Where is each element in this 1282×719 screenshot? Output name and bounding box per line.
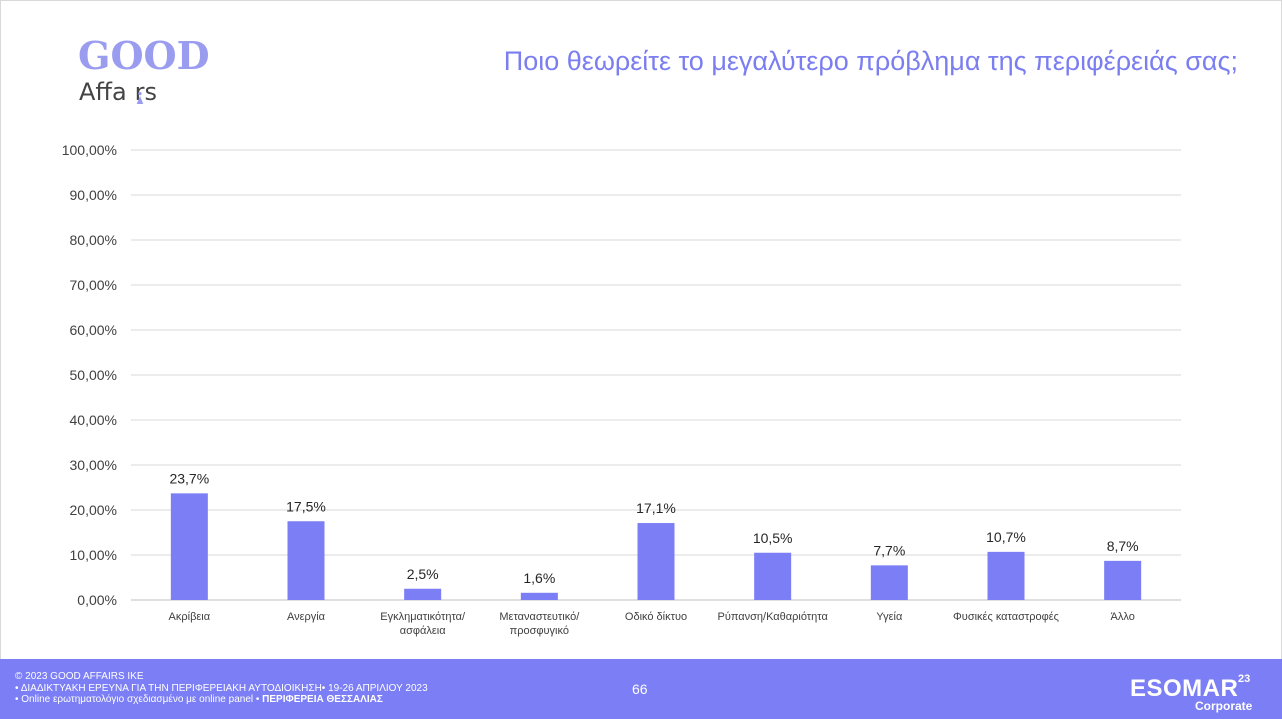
logo-good-text: GOOD (78, 33, 210, 78)
y-tick-label: 30,00% (70, 457, 117, 473)
y-tick-label: 10,00% (70, 547, 117, 563)
y-tick-label: 100,00% (62, 142, 117, 158)
data-label: 17,1% (636, 500, 676, 516)
category-label: Φυσικές καταστροφές (953, 611, 1059, 623)
logo-person-icon (136, 92, 144, 104)
y-tick-label: 60,00% (70, 322, 117, 338)
bar (520, 592, 558, 600)
bar (170, 493, 208, 600)
data-label: 23,7% (169, 470, 209, 486)
footer-info: © 2023 GOOD AFFAIRS IKE • ΔΙΑΔΙΚΤΥΑΚΗ ΕΡ… (15, 671, 428, 706)
footer-region: ΠΕΡΙΦΕΡΕΙΑ ΘΕΣΣΑΛΙΑΣ (262, 694, 383, 705)
bar (404, 588, 442, 600)
x-axis-category-labels: Ακρίβεια Ανεργία Εγκληματικότητα/ασφάλεια Μ… (169, 611, 1135, 637)
bar (870, 565, 908, 600)
bar (287, 521, 325, 600)
y-tick-label: 40,00% (70, 412, 117, 428)
footer-method-text: • Online ερωτηματολόγιο σχεδιασμένο με o… (15, 694, 260, 705)
y-tick-label: 80,00% (70, 232, 117, 248)
bar (987, 551, 1025, 600)
bar (637, 523, 675, 600)
y-tick-label: 90,00% (70, 187, 117, 203)
bar-chart: 0,00% 10,00% 20,00% 30,00% 40,00% 50,00% 60,00… (62, 142, 1181, 637)
category-label: Ακρίβεια (169, 611, 211, 623)
good-affairs-logo: GOOD Affa rs (78, 33, 210, 120)
category-label: ασφάλεια (400, 625, 446, 637)
category-label: Άλλο (1111, 611, 1135, 623)
bar (1104, 560, 1142, 600)
category-label: προσφυγικό (510, 625, 569, 637)
y-axis-tick-labels: 0,00% 10,00% 20,00% 30,00% 40,00% 50,00% 60,00… (62, 142, 117, 608)
data-label: 7,7% (873, 542, 905, 558)
esomar-logo: ESOMAR 23 Corporate (1130, 673, 1260, 713)
data-label: 1,6% (523, 570, 555, 586)
page-number: 66 (632, 681, 648, 697)
data-label: 2,5% (407, 566, 439, 582)
y-tick-label: 70,00% (70, 277, 117, 293)
bar (754, 552, 792, 600)
data-label: 8,7% (1107, 538, 1139, 554)
chart-bars (170, 493, 1142, 600)
category-label: Ρύπανση/Καθαριότητα (718, 611, 829, 623)
data-label: 10,5% (753, 530, 793, 546)
footer-copyright: © 2023 GOOD AFFAIRS IKE (15, 671, 144, 682)
category-label: Οδικό δίκτυο (625, 611, 687, 623)
footer-method-line: • Online ερωτηματολόγιο σχεδιασμένο με o… (15, 694, 428, 706)
data-label: 10,7% (986, 529, 1026, 545)
footer-survey-line: • ΔΙΑΔΙΚΤΥΑΚΗ ΕΡΕΥΝΑ ΓΙΑ ΤΗΝ ΠΕΡΙΦΕΡΕΙΑΚ… (15, 682, 428, 694)
y-tick-label: 20,00% (70, 502, 117, 518)
category-label: Υγεία (876, 611, 903, 623)
y-tick-label: 0,00% (77, 592, 117, 608)
category-label: Ανεργία (287, 611, 326, 623)
category-label: Μεταναστευτικό/ (499, 611, 580, 623)
esomar-name: ESOMAR (1130, 675, 1239, 702)
chart-title: Ποιο θεωρείτε το μεγαλύτερο πρόβλημα της… (503, 46, 1238, 76)
data-label: 17,5% (286, 498, 326, 514)
footer-bar: © 2023 GOOD AFFAIRS IKE • ΔΙΑΔΙΚΤΥΑΚΗ ΕΡ… (0, 659, 1282, 719)
category-label: Εγκληματικότητα/ (380, 611, 466, 623)
esomar-year: 23 (1238, 673, 1251, 685)
esomar-corporate: Corporate (1195, 699, 1253, 713)
logo-affairs-part1: Affa (79, 78, 127, 106)
chart-data-labels: 23,7% 17,5% 2,5% 1,6% 17,1% 10,5% 7,7% 10,7% 8,7… (169, 470, 1138, 585)
y-tick-label: 50,00% (70, 367, 117, 383)
